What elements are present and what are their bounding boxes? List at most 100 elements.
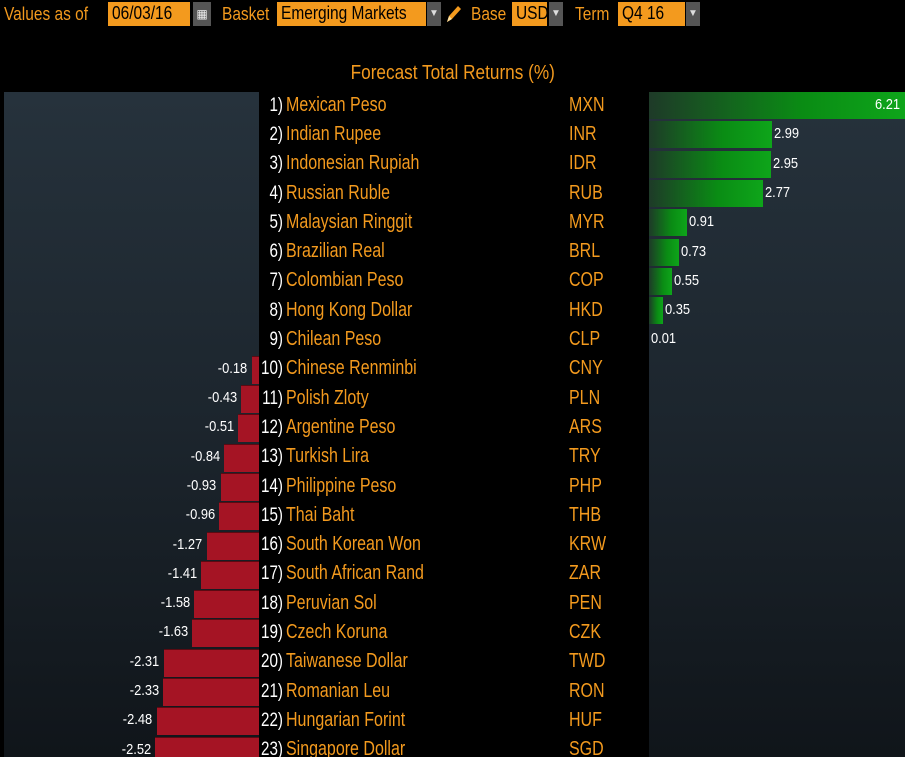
- rank-label: 7): [269, 270, 283, 292]
- bar-negative: [155, 736, 259, 757]
- rank-label: 9): [269, 329, 283, 351]
- currency-code: COP: [569, 269, 604, 292]
- value-label: 2.77: [765, 183, 791, 201]
- value-label: 0.55: [673, 271, 699, 289]
- bar-negative: [162, 678, 259, 706]
- currency-name[interactable]: Singapore Dollar: [286, 738, 406, 757]
- currency-name[interactable]: Hong Kong Dollar: [286, 298, 413, 321]
- rank-label: 19): [261, 622, 283, 644]
- rank-label: 18): [261, 592, 283, 614]
- rank-label: 8): [269, 299, 283, 321]
- currency-name[interactable]: Polish Zloty: [286, 386, 369, 409]
- basket-label: Basket: [222, 4, 270, 24]
- currency-name[interactable]: Turkish Lira: [286, 445, 369, 468]
- value-label: -2.33: [129, 682, 159, 699]
- bar-negative: [241, 385, 259, 413]
- term-dropdown-icon[interactable]: ▼: [686, 2, 700, 26]
- negative-returns-panel: -0.18 -0.43 -0.51 -0.84 -0.93 -0.96 -1.27 -1.41…: [4, 92, 259, 757]
- currency-code: ARS: [569, 415, 602, 438]
- currency-name[interactable]: South African Rand: [286, 562, 424, 585]
- rank-label: 2): [269, 123, 283, 145]
- pencil-icon[interactable]: [444, 3, 462, 25]
- value-label: -0.84: [190, 447, 221, 465]
- date-field[interactable]: 06/03/16: [108, 2, 190, 26]
- currency-name[interactable]: Thai Baht: [286, 503, 355, 526]
- value-label: -0.18: [218, 359, 248, 377]
- value-label: -2.52: [121, 740, 151, 757]
- value-label: -2.48: [123, 711, 153, 729]
- currency-name[interactable]: Russian Ruble: [286, 181, 391, 204]
- currency-code: BRL: [569, 240, 601, 263]
- currency-name[interactable]: Czech Koruna: [286, 621, 388, 644]
- value-label: -0.96: [185, 506, 216, 524]
- value-label: 0.91: [688, 213, 714, 231]
- rank-label: 23): [261, 739, 283, 757]
- chart-title: Forecast Total Returns (%): [350, 62, 555, 84]
- value-label: -1.27: [173, 535, 203, 553]
- bar-negative: [156, 707, 259, 736]
- currency-code: PLN: [569, 386, 601, 409]
- currency-name[interactable]: Colombian Peso: [286, 269, 404, 292]
- term-select[interactable]: Q4 16: [618, 2, 685, 26]
- bar-positive: [649, 121, 773, 149]
- basket-select[interactable]: Emerging Markets: [277, 2, 426, 26]
- bar-positive: [649, 238, 680, 266]
- bar-negative: [224, 443, 259, 472]
- currency-code: SGD: [569, 738, 604, 757]
- rank-label: 16): [261, 534, 283, 556]
- values-as-of-label: Values as of: [4, 4, 89, 24]
- bar-positive: [649, 92, 905, 119]
- term-label: Term: [575, 4, 610, 24]
- currency-name[interactable]: Taiwanese Dollar: [286, 650, 408, 673]
- currency-code: PHP: [569, 474, 602, 497]
- toolbar: Values as of 06/03/16 ▦ Basket Emerging …: [0, 0, 905, 30]
- currency-name[interactable]: Chilean Peso: [286, 328, 382, 351]
- currency-name[interactable]: Indonesian Rupiah: [286, 152, 420, 175]
- bar-positive: [649, 297, 664, 325]
- currency-name[interactable]: Chinese Renminbi: [286, 357, 417, 380]
- value-label: -0.93: [187, 476, 217, 494]
- currency-code: TRY: [569, 445, 601, 468]
- value-label: 6.21: [875, 96, 901, 113]
- currency-name[interactable]: Mexican Peso: [286, 93, 387, 116]
- rank-label: 13): [261, 446, 283, 468]
- currency-code: CLP: [569, 328, 601, 351]
- currency-name[interactable]: Argentine Peso: [286, 415, 396, 438]
- currency-name[interactable]: Romanian Leu: [286, 679, 391, 702]
- value-label: -2.31: [130, 652, 160, 670]
- currency-name[interactable]: Peruvian Sol: [286, 591, 377, 614]
- rank-label: 6): [269, 241, 283, 263]
- currency-name[interactable]: Philippine Peso: [286, 474, 397, 497]
- currency-name[interactable]: Hungarian Forint: [286, 708, 406, 731]
- currency-name[interactable]: Malaysian Ringgit: [286, 210, 413, 233]
- rank-label: 11): [262, 387, 283, 409]
- currency-code: MXN: [569, 93, 605, 116]
- currency-code: RUB: [569, 181, 603, 204]
- currency-name[interactable]: Indian Rupee: [286, 122, 382, 145]
- value-label: -0.51: [204, 418, 234, 436]
- bar-positive: [649, 267, 672, 295]
- currency-code: THB: [569, 503, 601, 526]
- currency-code: ZAR: [569, 562, 601, 585]
- base-dropdown-icon[interactable]: ▼: [549, 2, 563, 26]
- bar-negative: [200, 560, 259, 589]
- value-label: -0.43: [207, 389, 238, 406]
- value-label: -1.41: [167, 564, 197, 582]
- rank-label: 17): [261, 563, 283, 585]
- currency-code: IDR: [569, 152, 597, 175]
- currency-code: KRW: [569, 533, 607, 556]
- rank-label: 15): [261, 504, 283, 526]
- currency-name[interactable]: Brazilian Real: [286, 240, 385, 263]
- basket-dropdown-icon[interactable]: ▼: [427, 2, 441, 26]
- calendar-icon[interactable]: ▦: [193, 2, 211, 26]
- currency-code: RON: [569, 679, 605, 702]
- base-select[interactable]: USD: [512, 2, 547, 26]
- currency-code: CZK: [569, 621, 601, 644]
- currency-code: HKD: [569, 298, 603, 321]
- value-label: 0.01: [651, 330, 677, 348]
- bar-negative: [237, 414, 259, 443]
- rank-label: 10): [261, 358, 283, 380]
- currency-name[interactable]: South Korean Won: [286, 533, 421, 556]
- bar-negative: [219, 502, 259, 531]
- bar-positive: [649, 179, 764, 207]
